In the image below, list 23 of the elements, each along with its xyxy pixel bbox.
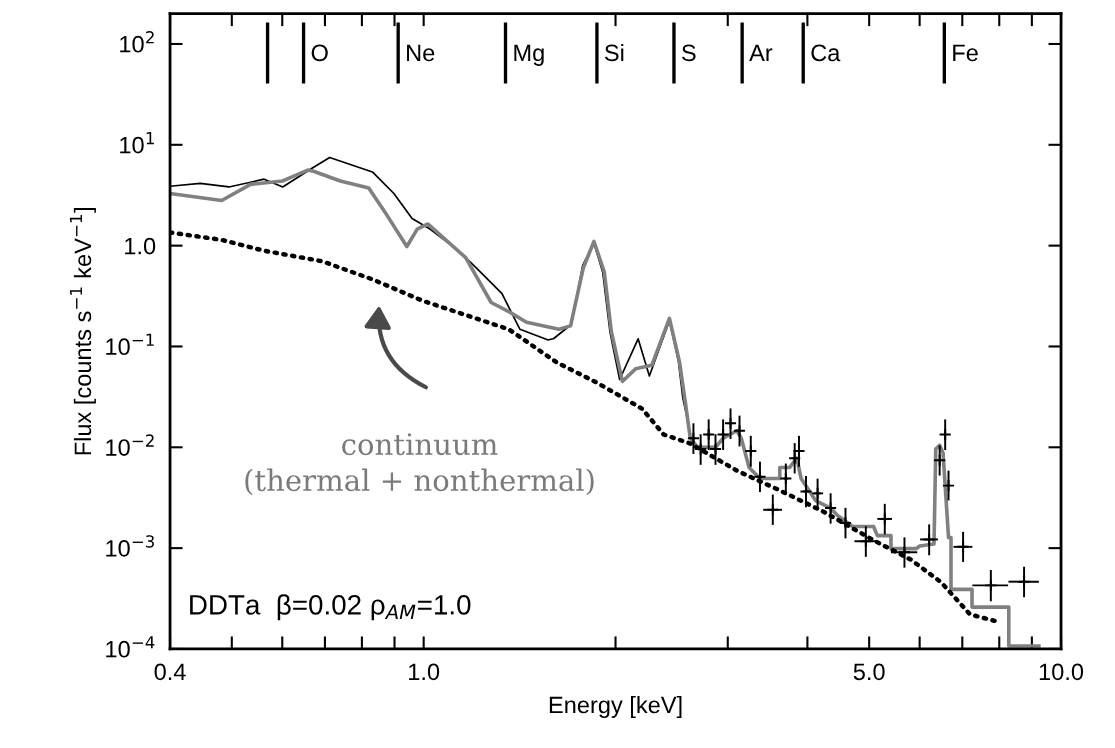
x-axis-title: Energy [keV] (549, 695, 682, 718)
annotation: DDTa β=0.02 ρ$_{AM}$=1.0 (190, 594, 471, 621)
ref-line-label: Mg (514, 44, 544, 66)
ref-line-label: Ar (749, 44, 773, 62)
y-tick-label: 10$^{1}$ (120, 132, 154, 154)
ref-line-label: Fe (953, 44, 978, 62)
y-tick-label: 10$^{−3}$ (106, 535, 154, 557)
ref-line-label: Ca (811, 44, 841, 62)
y-tick-label: 10$^{2}$ (120, 31, 154, 53)
y-tick-label: 1.0 (125, 237, 156, 255)
y-tick-label: 10$^{−1}$ (106, 333, 154, 356)
y-axis-title: Flux [counts s$^{−1}$ keV$^{−1}$] (69, 208, 96, 455)
y-tick-label: 10$^{−2}$ (106, 434, 154, 456)
ref-line-label: S (681, 44, 696, 62)
x-tick-label: 5.0 (853, 663, 885, 681)
annotation: continuum (thermal + nonthermal) (245, 433, 594, 496)
x-tick-label: 1.0 (409, 663, 440, 681)
y-tick-label: 10$^{−4}$ (106, 636, 155, 658)
x-tick-label: 0.4 (154, 663, 186, 681)
ref-line-label: O (311, 44, 328, 62)
x-tick-label: 10.0 (1039, 663, 1084, 681)
ref-line-label: Si (604, 43, 624, 62)
ref-line-label: Ne (407, 44, 435, 62)
